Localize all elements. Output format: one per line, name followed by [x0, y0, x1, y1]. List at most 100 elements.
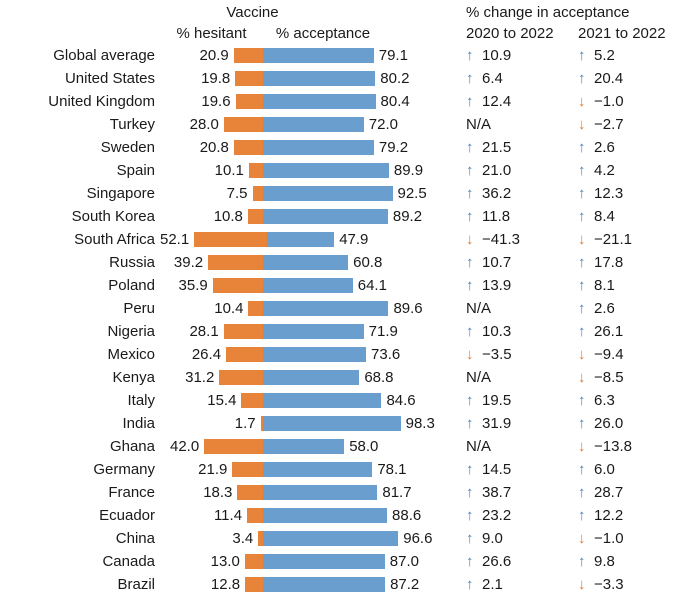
hesitant-bar-area: 39.2: [160, 254, 263, 271]
bar-group: 28.1 71.9: [160, 320, 460, 343]
hesitant-value: 31.2: [185, 369, 215, 386]
up-arrow-icon: ↑: [578, 507, 586, 524]
change-2021-cell: ↓ −13.8: [572, 438, 685, 455]
country-row: Ecuador 11.4 88.6 ↑ 23.2 ↑ 12.2: [0, 504, 685, 527]
down-arrow-icon: ↓: [466, 346, 474, 363]
up-arrow-icon: ↑: [466, 507, 474, 524]
change-2021-cell: ↑ 28.7: [572, 484, 685, 501]
hesitant-bar-area: 1.7: [160, 415, 263, 432]
hesitant-value: 19.8: [201, 70, 231, 87]
hesitant-bar-area: 20.9: [160, 47, 263, 64]
bar-group: 20.8 79.2: [160, 136, 460, 159]
acceptance-value: 47.9: [339, 231, 369, 248]
hesitant-bar: [247, 508, 263, 523]
acceptance-bar: [263, 324, 364, 339]
acceptance-bar-area: 87.2: [263, 576, 460, 593]
acceptance-bar-area: 84.6: [263, 392, 460, 409]
change-2020-cell: ↑ 31.9: [460, 415, 572, 432]
header-row-1: Vaccine % change in acceptance: [0, 2, 685, 23]
acceptance-value: 68.8: [364, 369, 394, 386]
acceptance-bar-area: 98.3: [263, 415, 460, 432]
change-na-value: N/A: [466, 438, 492, 455]
bar-group: 12.8 87.2: [160, 573, 460, 596]
country-label: Singapore: [86, 185, 155, 202]
acceptance-bar: [263, 370, 360, 385]
country-row: Mexico 26.4 73.6 ↓ −3.5 ↓ −9.4: [0, 343, 685, 366]
acceptance-bar: [263, 393, 382, 408]
change-2020-cell: ↑ 21.5: [460, 139, 572, 156]
country-row: France 18.3 81.7 ↑ 38.7 ↑ 28.7: [0, 481, 685, 504]
change-value: −13.8: [594, 438, 632, 455]
acceptance-bar: [263, 301, 389, 316]
up-arrow-icon: ↑: [466, 576, 474, 593]
bar-group: 18.3 81.7: [160, 481, 460, 504]
acceptance-value: 60.8: [353, 254, 383, 271]
change-2021-cell: ↑ 17.8: [572, 254, 685, 271]
change-value: 6.4: [482, 70, 503, 87]
up-arrow-icon: ↑: [578, 139, 586, 156]
up-arrow-icon: ↑: [466, 553, 474, 570]
hesitant-value: 20.9: [199, 47, 229, 64]
change-2021-cell: ↑ 6.0: [572, 461, 685, 478]
bar-group: 11.4 88.6: [160, 504, 460, 527]
bar-group: 15.4 84.6: [160, 389, 460, 412]
hesitant-bar: [204, 439, 263, 454]
change-value: 21.5: [482, 139, 512, 156]
bar-group: 52.1 47.9: [160, 228, 460, 251]
bar-group: 3.4 96.6: [160, 527, 460, 550]
change-value: 26.6: [482, 553, 512, 570]
hesitant-bar: [244, 554, 263, 569]
change-2021-cell: ↑ 5.2: [572, 47, 685, 64]
acceptance-bar: [263, 140, 374, 155]
hesitant-bar-area: 21.9: [160, 461, 263, 478]
acceptance-bar: [263, 94, 376, 109]
change-2020-cell: ↑ 10.9: [460, 47, 572, 64]
change-value: −41.3: [482, 231, 520, 248]
acceptance-bar: [263, 278, 353, 293]
change-value: −21.1: [594, 231, 632, 248]
up-arrow-icon: ↑: [466, 530, 474, 547]
country-label: United Kingdom: [48, 93, 155, 110]
hesitant-bar-area: 35.9: [160, 277, 263, 294]
up-arrow-icon: ↑: [466, 47, 474, 64]
change-2021-cell: ↑ 8.4: [572, 208, 685, 225]
country-row: Italy 15.4 84.6 ↑ 19.5 ↑ 6.3: [0, 389, 685, 412]
change-2021-cell: ↑ 26.0: [572, 415, 685, 432]
acceptance-value: 87.0: [389, 553, 419, 570]
hesitant-value: 35.9: [178, 277, 208, 294]
change-value: 17.8: [594, 254, 624, 271]
change-value: −2.7: [594, 116, 624, 133]
acceptance-value: 72.0: [368, 116, 398, 133]
change-value: 14.5: [482, 461, 512, 478]
hesitant-bar-area: 13.0: [160, 553, 263, 570]
bar-group: 31.2 68.8: [160, 366, 460, 389]
country-label: France: [108, 484, 155, 501]
country-label: Mexico: [107, 346, 155, 363]
country-label: South Korea: [71, 208, 155, 225]
hesitant-bar-area: 10.1: [160, 162, 263, 179]
bar-group: 7.5 92.5: [160, 182, 460, 205]
hesitant-bar: [194, 232, 268, 247]
hesitant-value: 28.1: [189, 323, 219, 340]
hesitant-bar: [232, 462, 263, 477]
country-row: Poland 35.9 64.1 ↑ 13.9 ↑ 8.1: [0, 274, 685, 297]
country-label: Peru: [123, 300, 155, 317]
acceptance-bar-area: 80.2: [263, 70, 460, 87]
country-row: Sweden 20.8 79.2 ↑ 21.5 ↑ 2.6: [0, 136, 685, 159]
change-2020-cell: ↑ 38.7: [460, 484, 572, 501]
rows: Global average 20.9 79.1 ↑ 10.9 ↑ 5.2 Un…: [0, 44, 685, 596]
change-value: 21.0: [482, 162, 512, 179]
bar-group: 10.8 89.2: [160, 205, 460, 228]
country-label: Kenya: [112, 369, 155, 386]
change-value: 20.4: [594, 70, 624, 87]
change-2021-cell: ↑ 4.2: [572, 162, 685, 179]
bar-group: 19.8 80.2: [160, 67, 460, 90]
hesitant-value: 52.1: [160, 231, 190, 248]
up-arrow-icon: ↑: [578, 47, 586, 64]
acceptance-bar-area: 81.7: [263, 484, 460, 501]
acceptance-value: 84.6: [386, 392, 416, 409]
change-2020-cell: N/A: [460, 116, 572, 133]
acceptance-bar-area: 80.4: [263, 93, 460, 110]
hesitant-bar: [219, 370, 263, 385]
hesitant-bar-area: 11.4: [160, 507, 263, 524]
